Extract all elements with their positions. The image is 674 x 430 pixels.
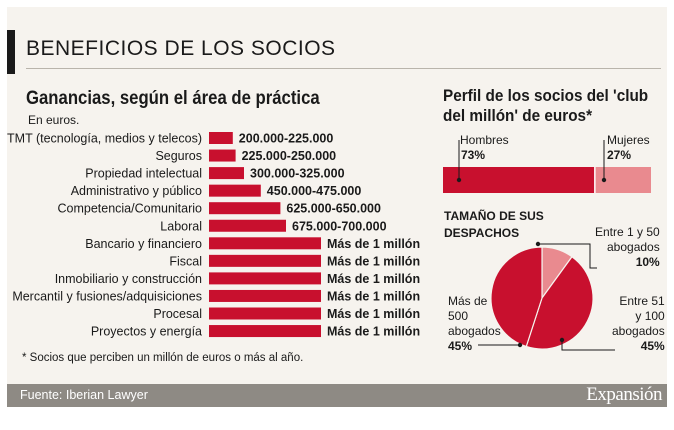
profile-title: Perfil de los socios del 'club del milló… [443, 86, 649, 125]
value-label: 200.000-225.000 [239, 132, 334, 146]
mid-firms-dot [559, 337, 565, 343]
category-label: Bancario y financiero [85, 237, 202, 251]
bar [209, 202, 281, 215]
category-label: Laboral [160, 219, 202, 233]
small-firms-label: Entre 1 y 50 abogados 10% [595, 225, 660, 270]
value-label: 675.000-700.000 [292, 219, 387, 233]
value-label: 450.000-475.000 [267, 184, 362, 198]
big-firms-line: abogados [448, 324, 501, 338]
big-firms-value: 45% [448, 339, 473, 353]
category-label: Administrativo y público [71, 184, 202, 198]
category-label: Propiedad intelectual [85, 167, 202, 181]
small-firms-leader [538, 243, 597, 269]
value-label: Más de 1 millón [327, 325, 420, 339]
mid-firms-line: Entre 51 [619, 294, 665, 308]
value-label: Más de 1 millón [327, 237, 420, 251]
firm-size-title: TAMAÑO DE SUS DESPACHOS [444, 208, 544, 242]
small-firms-line: abogados [607, 240, 660, 254]
category-label: TMT (tecnología, medios y telecos) [7, 132, 202, 146]
small-firms-line: Entre 1 y 50 [595, 225, 660, 239]
big-firms-label: Más de 500 abogados 45% [448, 294, 501, 354]
bar [209, 237, 321, 250]
pie-slice [525, 255, 594, 350]
big-firms-line: Más de [448, 294, 488, 308]
firm-size-title-line: DESPACHOS [444, 226, 520, 240]
category-label: Competencia/Comunitario [57, 202, 202, 216]
big-firms-dot [517, 342, 523, 348]
bar [209, 132, 233, 144]
bar-chart-title: Ganancias, según el área de práctica [26, 88, 320, 109]
header-accent [7, 30, 15, 74]
value-label: 625.000-650.000 [286, 202, 381, 216]
bar [209, 272, 321, 285]
expansion-logo: Expansión [586, 384, 662, 405]
men-label: Hombres [460, 133, 509, 147]
value-label: Más de 1 millón [327, 254, 420, 268]
small-firms-dot [535, 241, 541, 247]
header-rule [26, 68, 661, 69]
footnote: * Socios que perciben un millón de euros… [22, 352, 304, 364]
small-firms-value: 10% [635, 255, 660, 269]
firm-size-title-line: TAMAÑO DE SUS [444, 209, 544, 223]
bar [209, 219, 286, 232]
category-label: Proyectos y energía [91, 325, 202, 339]
big-firms-line: 500 [448, 309, 469, 323]
value-label: 225.000-250.000 [242, 149, 337, 163]
bar [209, 325, 321, 338]
source-text: Fuente: Iberian Lawyer [20, 388, 148, 402]
bar [209, 167, 244, 180]
bar-chart-unit: En euros. [28, 113, 80, 127]
mid-firms-line: y 100 [635, 309, 665, 323]
women-pointer-dot [601, 177, 607, 183]
value-label: Más de 1 millón [327, 289, 420, 303]
bar [209, 149, 236, 162]
women-label: Mujeres [607, 133, 650, 147]
men-segment [443, 167, 595, 193]
infographic-title: BENEFICIOS DE LOS SOCIOS [26, 37, 336, 60]
category-label: Fiscal [169, 254, 202, 268]
mid-firms-label: Entre 51 y 100 abogados 45% [612, 294, 665, 354]
men-pointer-dot [456, 177, 462, 183]
bar [209, 289, 321, 302]
value-label: Más de 1 millón [327, 272, 420, 286]
mid-firms-value: 45% [640, 339, 665, 353]
men-value: 73% [461, 148, 486, 162]
category-label: Mercantil y fusiones/adquisiciones [12, 289, 202, 303]
category-label: Seguros [155, 149, 202, 163]
women-value: 27% [607, 148, 632, 162]
bar [209, 254, 321, 267]
footer-bar [7, 384, 667, 407]
pie-slice [490, 246, 543, 348]
bar [209, 307, 321, 320]
mid-firms-leader [561, 340, 615, 351]
category-label: Inmobiliario y construcción [55, 272, 202, 286]
category-label: Procesal [153, 307, 202, 321]
value-label: Más de 1 millón [327, 307, 420, 321]
bar [209, 184, 261, 197]
mid-firms-line: abogados [612, 324, 665, 338]
value-label: 300.000-325.000 [250, 167, 345, 181]
